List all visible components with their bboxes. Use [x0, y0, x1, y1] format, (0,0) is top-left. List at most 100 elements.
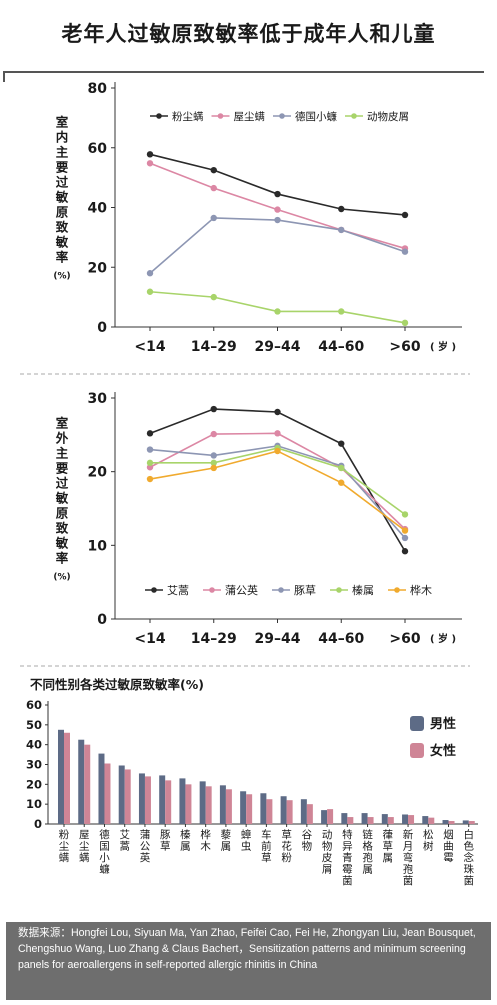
x-tick-label: 动物皮屑: [322, 829, 333, 876]
x-tick-label: >60: [389, 631, 420, 647]
x-tick-label: 烟曲霉: [443, 828, 454, 864]
bar: [219, 785, 226, 824]
legend-marker: [278, 587, 284, 593]
y-tick-label: 0: [34, 817, 42, 831]
x-tick-label: 谷物: [302, 829, 313, 853]
data-point: [274, 216, 281, 224]
data-point: [146, 464, 154, 471]
y-tick-label: 20: [88, 465, 108, 481]
y-axis-unit: (%): [53, 272, 70, 282]
bar: [468, 821, 475, 824]
data-point: [210, 459, 217, 467]
bar: [306, 804, 313, 824]
x-tick-label: 榛属: [180, 828, 191, 853]
bar: [300, 799, 307, 824]
bar: [347, 817, 354, 824]
bar: [341, 813, 348, 824]
legend-label: 德国小蠊: [295, 110, 337, 123]
x-tick-label: 14–29: [191, 339, 237, 355]
bar: [179, 778, 186, 824]
data-point: [401, 211, 409, 219]
x-tick-label: 桦木: [200, 828, 211, 853]
y-tick-label: 10: [88, 538, 108, 554]
x-tick-label: 蟑虫: [241, 828, 252, 853]
data-point: [274, 430, 281, 437]
y-axis-label: 室内主要过敏原致敏率: [55, 115, 69, 265]
y-tick-label: 60: [88, 141, 108, 157]
legend-label: 女性: [430, 743, 456, 759]
x-unit-label: ( 岁 ): [430, 632, 456, 645]
x-tick-label: 屋尘螨: [79, 829, 90, 864]
legend-marker: [351, 113, 357, 119]
bar: [321, 810, 328, 824]
bar: [422, 816, 429, 824]
series-line: [149, 290, 406, 324]
legend-label: 榛属: [352, 584, 374, 597]
data-point: [274, 308, 281, 315]
y-tick-label: 50: [26, 718, 42, 732]
x-unit-label: ( 岁 ): [430, 340, 456, 353]
data-point: [210, 452, 217, 459]
data-point: [146, 446, 154, 453]
bar: [205, 786, 212, 824]
data-point: [210, 430, 217, 438]
x-tick-label: 豚草: [160, 829, 171, 853]
y-tick-label: 10: [26, 797, 42, 811]
x-tick-label: 蒲公英: [140, 828, 151, 864]
bar: [266, 799, 273, 824]
bar: [84, 744, 91, 824]
bar: [260, 793, 267, 824]
data-point: [146, 430, 154, 437]
source-note: 数据来源：Hongfei Lou, Siyuan Ma, Yan Zhao, F…: [6, 922, 491, 1000]
y-tick-label: 30: [26, 758, 42, 772]
bar: [286, 800, 293, 824]
bar: [165, 780, 172, 824]
bar: [327, 809, 334, 824]
legend-marker: [151, 587, 157, 593]
x-tick-label: 葎草属: [383, 828, 394, 864]
bar: [104, 763, 111, 824]
bar: [144, 776, 151, 824]
x-tick-label: 特异青霉菌: [342, 829, 353, 887]
bar: [138, 773, 145, 824]
x-tick-label: <14: [134, 339, 165, 355]
bar: [124, 769, 131, 824]
x-tick-label: 29–44: [255, 631, 301, 647]
chart-title: 不同性别各类过敏原致敏率(%): [30, 677, 204, 692]
bar: [58, 729, 64, 824]
legend-swatch: [410, 743, 424, 758]
bar: [408, 815, 415, 824]
legend-marker: [394, 587, 400, 593]
x-tick-label: 粉尘螨: [59, 828, 70, 864]
legend-label: 桦木: [410, 583, 432, 597]
y-tick-label: 60: [26, 698, 42, 712]
y-tick-label: 0: [97, 320, 107, 336]
legend-label: 豚草: [294, 584, 316, 597]
data-point: [274, 408, 281, 416]
legend-label: 动物皮屑: [367, 110, 409, 123]
legend-label: 屋尘螨: [234, 111, 266, 123]
x-tick-label: 白色念珠菌: [464, 828, 475, 887]
data-point: [210, 464, 217, 472]
data-point: [210, 405, 217, 413]
bar: [367, 817, 374, 824]
bar: [462, 820, 469, 824]
bar: [448, 821, 455, 824]
data-point: [401, 527, 409, 534]
y-tick-label: 80: [88, 81, 108, 97]
data-point: [210, 214, 217, 222]
data-point: [146, 270, 154, 277]
data-point: [338, 479, 345, 486]
legend-marker: [279, 113, 285, 119]
bar: [240, 791, 247, 824]
data-point: [338, 440, 345, 447]
outdoor-line-chart: 0 10 20 30 <14 14–29 29–44 44–60 >60 ( 岁 ) 室外主要过敏原…: [53, 391, 462, 647]
series-line: [149, 153, 406, 216]
bar: [118, 765, 125, 824]
bar: [442, 820, 449, 824]
bar: [159, 775, 166, 824]
gender-bar-chart: 不同性别各类过敏原致敏率(%) 0 10 20 30 40 50 60 粉尘螨屋尘螨德国小蠊艾蒿…: [26, 677, 478, 887]
bar: [199, 781, 206, 824]
legend-label: 艾蒿: [167, 584, 189, 597]
data-point: [146, 459, 154, 467]
